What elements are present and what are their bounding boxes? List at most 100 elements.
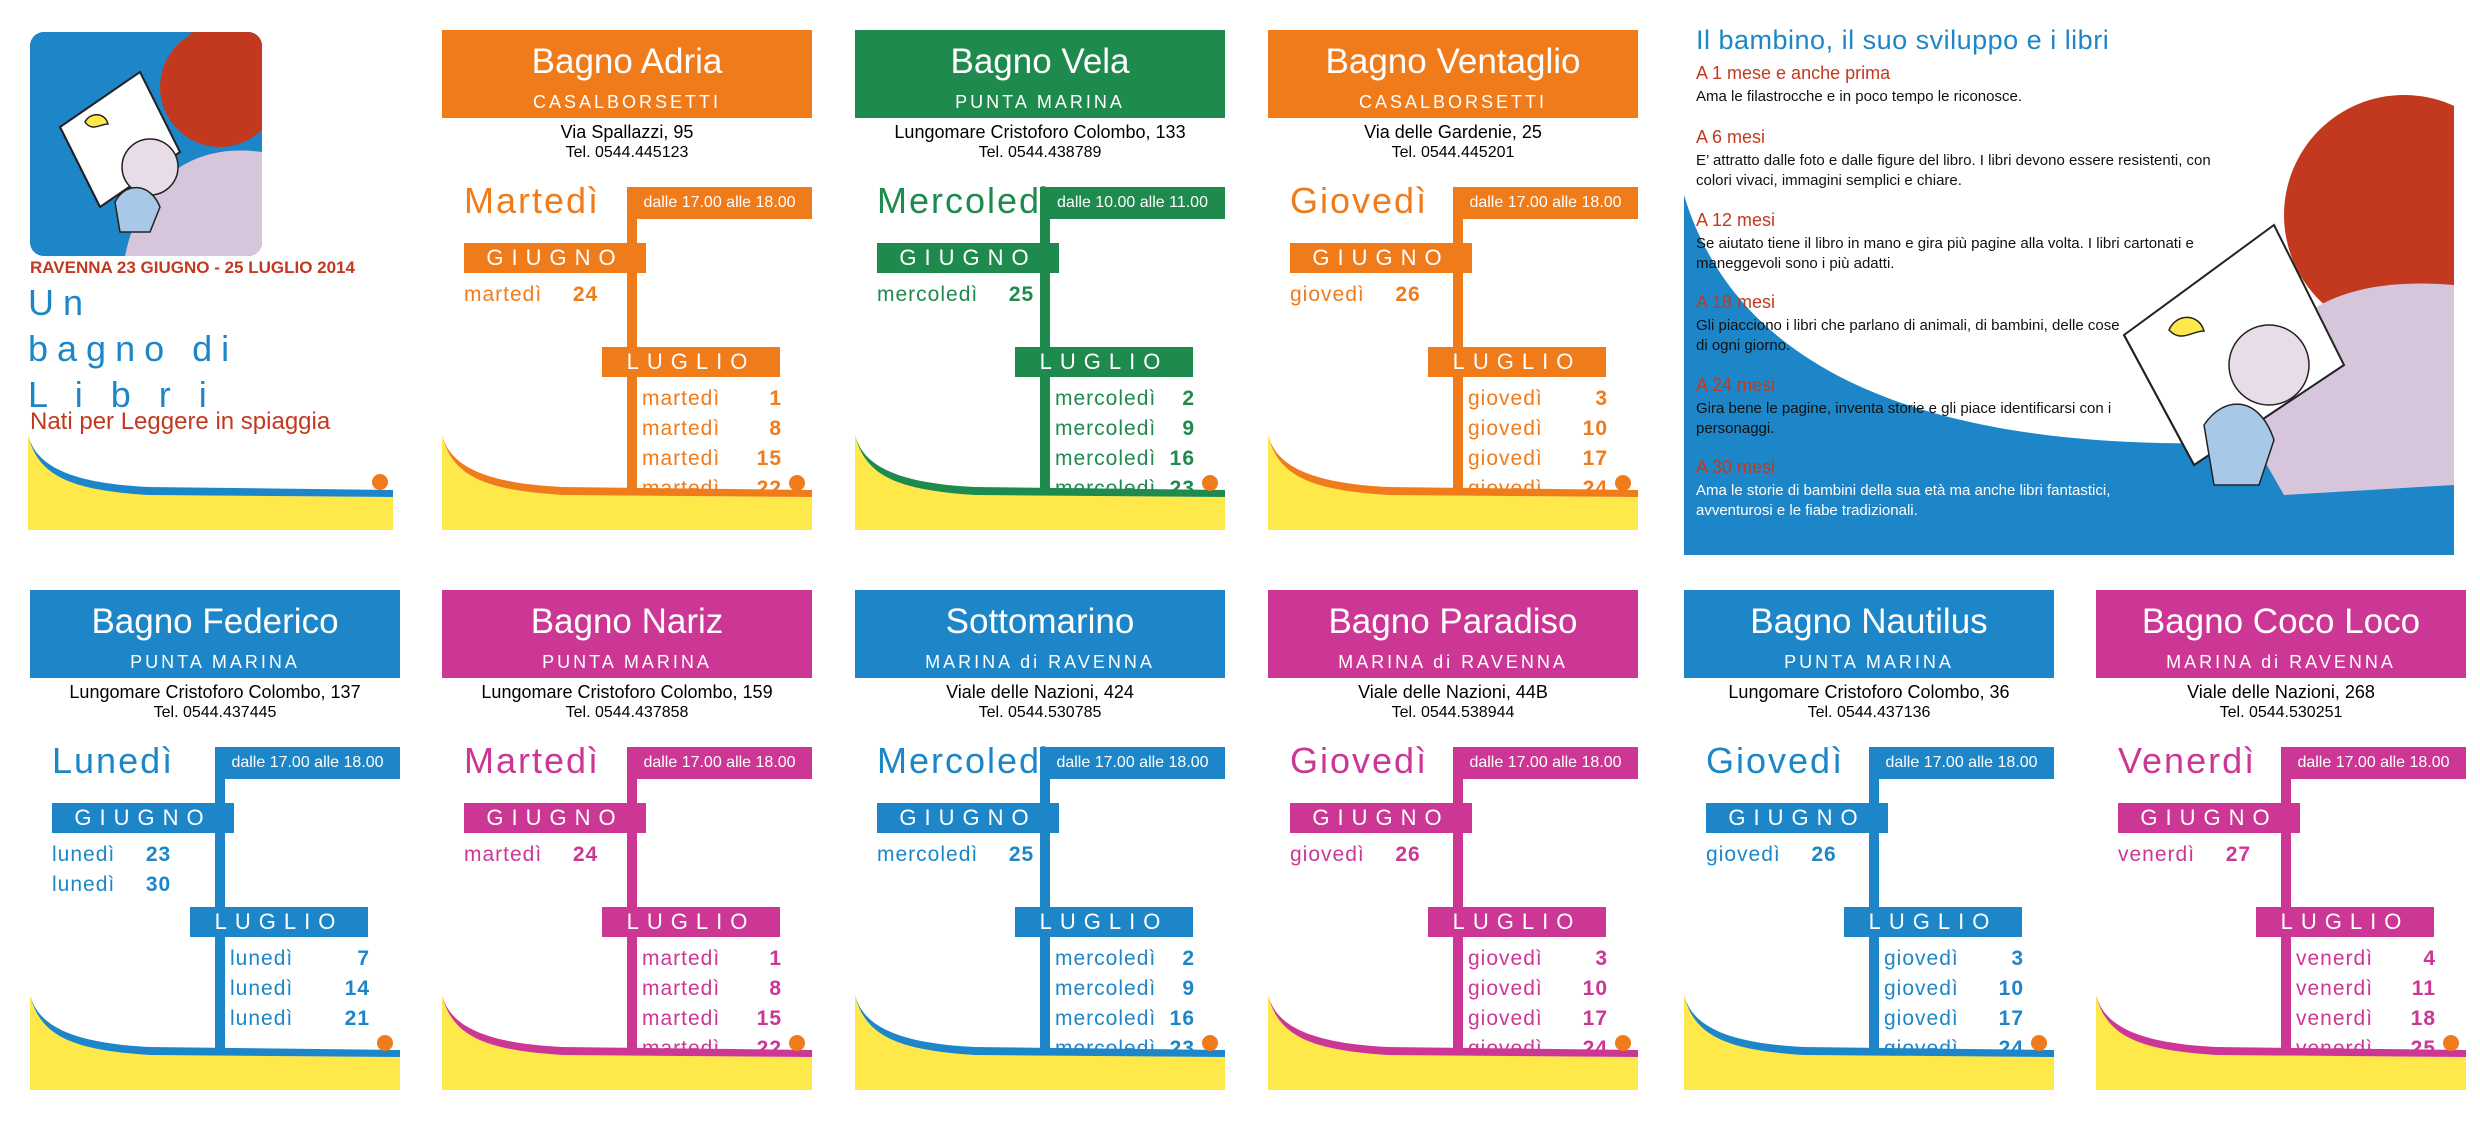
- beach-card: Bagno Adria CASALBORSETTI Via Spallazzi,…: [442, 30, 812, 530]
- date-row: mercoledì 9: [1055, 974, 1195, 1004]
- date-day-number: 11: [2411, 977, 2436, 1000]
- child-reading-illustration: [30, 32, 262, 256]
- time-slot: dalle 17.00 alle 18.00: [627, 187, 812, 219]
- intro-title-line: L i b r i: [28, 374, 216, 415]
- date-weekday: giovedì: [1468, 447, 1543, 470]
- date-row: martedì 15: [642, 444, 782, 474]
- weekday-label: Venerdì: [2118, 740, 2257, 781]
- date-day-number: 7: [357, 947, 370, 970]
- date-weekday: lunedì: [230, 947, 294, 970]
- development-item: A 6 mesi E’ attratto dalle foto e dalle …: [1696, 127, 2236, 191]
- june-dates: lunedì 23 lunedì 30: [52, 840, 171, 900]
- date-row: martedì 1: [642, 944, 782, 974]
- weekday-label: Martedì: [464, 180, 601, 221]
- beach-locality: MARINA di RAVENNA: [925, 652, 1155, 672]
- date-row: lunedì 30: [52, 870, 171, 900]
- age-description: Gli piacciono i libri che parlano di ani…: [1696, 317, 2120, 354]
- beach-locality: PUNTA MARINA: [542, 652, 712, 672]
- card-header: Bagno Nariz PUNTA MARINA: [442, 590, 812, 678]
- date-day-number: 2: [1182, 387, 1195, 410]
- month-june: GIUGNO: [52, 803, 234, 833]
- age-label: A 18 mesi: [1696, 292, 1776, 312]
- time-slot: dalle 17.00 alle 18.00: [1453, 747, 1638, 779]
- june-dates: mercoledì 25: [877, 280, 1034, 310]
- date-row: martedì 8: [642, 974, 782, 1004]
- age-label: A 6 mesi: [1696, 127, 1766, 147]
- date-day-number: 15: [756, 447, 782, 470]
- date-row: martedì 24: [464, 840, 598, 870]
- date-day-number: 26: [1395, 283, 1421, 306]
- beach-phone: Tel. 0544.538944: [1391, 704, 1515, 721]
- weekday-label: Lunedì: [52, 740, 175, 781]
- date-weekday: martedì: [642, 1007, 721, 1030]
- date-weekday: giovedì: [1468, 1007, 1543, 1030]
- date-row: giovedì 17: [1884, 1004, 2024, 1034]
- date-row: giovedì 17: [1468, 444, 1608, 474]
- date-weekday: giovedì: [1706, 843, 1781, 866]
- beach-name: Bagno Ventaglio: [1325, 42, 1581, 81]
- month-june: GIUGNO: [2118, 803, 2300, 833]
- development-item: A 1 mese e anche prima Ama le filastrocc…: [1696, 63, 2236, 107]
- june-dates: mercoledì 25: [877, 840, 1034, 870]
- beach-locality: MARINA di RAVENNA: [1338, 652, 1568, 672]
- beach-phone: Tel. 0544.437136: [1807, 704, 1931, 721]
- date-day-number: 23: [145, 843, 172, 866]
- date-row: venerdì 11: [2296, 974, 2436, 1004]
- date-row: martedì 8: [642, 414, 782, 444]
- date-weekday: mercoledì: [1055, 947, 1157, 970]
- month-july: LUGLIO: [1844, 907, 2022, 937]
- date-day-number: 10: [1582, 417, 1608, 440]
- beach-card: Bagno Nariz PUNTA MARINA Lungomare Crist…: [442, 590, 812, 1090]
- development-item: A 30 mesi Ama le storie di bambini della…: [1696, 457, 2136, 521]
- month-july: LUGLIO: [602, 907, 780, 937]
- month-july: LUGLIO: [602, 347, 780, 377]
- intro-title-line: bagno di: [28, 328, 239, 369]
- date-day-number: 25: [1008, 843, 1035, 866]
- date-row: mercoledì 25: [877, 280, 1034, 310]
- beach-address: Lungomare Cristoforo Colombo, 133: [894, 122, 1186, 142]
- date-day-number: 3: [1595, 387, 1608, 410]
- beach-name: Bagno Vela: [950, 42, 1130, 81]
- month-july: LUGLIO: [1015, 347, 1193, 377]
- july-dates: venerdì4venerdì11venerdì18venerdì25: [2296, 944, 2436, 1064]
- date-row: lunedì 7: [230, 944, 370, 974]
- date-row: lunedì 14: [230, 974, 370, 1004]
- beach-decoration: [1268, 435, 1638, 530]
- time-slot: dalle 17.00 alle 18.00: [2281, 747, 2466, 779]
- beach-phone: Tel. 0544.530785: [978, 704, 1102, 721]
- date-weekday: giovedì: [1884, 977, 1959, 1000]
- time-slot: dalle 10.00 alle 11.00: [1040, 187, 1225, 219]
- june-dates: martedì 24: [464, 280, 598, 310]
- development-item: A 18 mesi Gli piacciono i libri che parl…: [1696, 292, 2126, 356]
- date-weekday: giovedì: [1290, 283, 1365, 306]
- date-day-number: 3: [2011, 947, 2024, 970]
- date-weekday: giovedì: [1884, 947, 1959, 970]
- date-weekday: giovedì: [1468, 977, 1543, 1000]
- time-slot: dalle 17.00 alle 18.00: [215, 747, 400, 779]
- date-weekday: lunedì: [52, 843, 116, 866]
- date-day-number: 18: [2410, 1007, 2436, 1030]
- month-july: LUGLIO: [1428, 907, 1606, 937]
- card-header: Bagno Vela PUNTA MARINA: [855, 30, 1225, 118]
- date-row: giovedì 26: [1290, 280, 1421, 310]
- intro-title: Un bagno di L i b r i: [28, 280, 238, 418]
- beach-address: Via delle Gardenie, 25: [1364, 122, 1542, 142]
- date-row: giovedì 3: [1884, 944, 2024, 974]
- beach-address: Lungomare Cristoforo Colombo, 137: [69, 682, 361, 702]
- date-row: giovedì 10: [1468, 974, 1608, 1004]
- beach-locality: MARINA di RAVENNA: [2166, 652, 2396, 672]
- beach-phone: Tel. 0544.445123: [565, 144, 689, 161]
- development-illustration: [1684, 95, 2454, 555]
- date-day-number: 3: [1595, 947, 1608, 970]
- beach-address: Viale delle Nazioni, 268: [2187, 682, 2375, 702]
- date-row: martedì 1: [642, 384, 782, 414]
- age-description: Se aiutato tiene il libro in mano e gira…: [1696, 235, 2194, 272]
- date-day-number: 24: [572, 283, 599, 306]
- beach-phone: Tel. 0544.437445: [153, 704, 277, 721]
- date-row: giovedì 17: [1468, 1004, 1608, 1034]
- date-weekday: mercoledì: [1055, 977, 1157, 1000]
- card-header: Bagno Federico PUNTA MARINA: [30, 590, 400, 678]
- time-slot: dalle 17.00 alle 18.00: [1869, 747, 2054, 779]
- date-row: lunedì 21: [230, 1004, 370, 1034]
- weekday-label: Martedì: [464, 740, 601, 781]
